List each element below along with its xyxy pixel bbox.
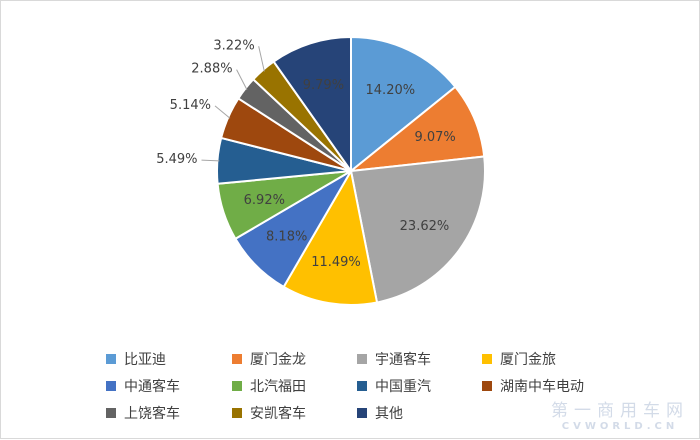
legend-label: 厦门金龙	[250, 351, 306, 368]
watermark-en: CVWORLD.CN	[561, 421, 679, 432]
data-label-sinotruk: 5.49%	[156, 152, 197, 167]
legend-label: 中国重汽	[375, 378, 431, 395]
legend-label: 上饶客车	[124, 405, 180, 422]
legend-label: 湖南中车电动	[500, 378, 584, 395]
legend-swatch	[232, 380, 242, 391]
data-label-yutong: 23.62%	[400, 219, 450, 234]
legend-item-shangrao: 上饶客车	[106, 403, 232, 423]
legend-item-xiamen-golden-dragon: 厦门金旅	[482, 349, 607, 369]
legend-item-hunan-crrc: 湖南中车电动	[482, 376, 607, 396]
legend-item-foton: 北汽福田	[232, 376, 357, 396]
data-label-xiamen-golden-dragon: 11.49%	[311, 255, 361, 270]
legend-label: 比亚迪	[124, 351, 166, 368]
data-label-others: 9.79%	[303, 78, 344, 93]
legend-item-byd: 比亚迪	[106, 349, 232, 369]
legend-swatch	[106, 407, 116, 418]
pie-data-labels: 14.20% 9.07% 23.62% 11.49% 8.18% 6.92% 5.49% 5.…	[156, 38, 456, 270]
legend-swatch	[106, 353, 116, 364]
data-label-shangrao: 2.88%	[191, 62, 232, 77]
watermark-logo: 第一商用车网 CVWORLD.CN	[551, 396, 689, 432]
data-label-byd: 14.20%	[366, 83, 416, 98]
pie-slice-others	[272, 35, 352, 175]
legend-label: 宇通客车	[375, 351, 431, 368]
legend-row: 上饶客车 安凯客车 其他	[106, 399, 646, 426]
legend-item-ankai: 安凯客车	[232, 403, 357, 423]
pie-slice-yutong	[349, 155, 486, 304]
pie-slice-xiamen-golden-dragon	[282, 168, 379, 306]
legend-swatch	[357, 407, 367, 418]
legend-swatch	[232, 407, 242, 418]
chart-legend: 比亚迪 厦门金龙 宇通客车 厦门金旅中通客车 北汽福田 中国重汽 湖南中车电动上饶客车 安凯客…	[106, 345, 646, 426]
legend-label: 厦门金旅	[500, 351, 556, 368]
leader-line-ankai	[258, 46, 265, 72]
legend-item-others: 其他	[357, 403, 482, 423]
legend-row: 比亚迪 厦门金龙 宇通客车 厦门金旅	[106, 345, 646, 372]
data-label-xiamen-king-long: 9.07%	[414, 130, 455, 145]
legend-row: 中通客车 北汽福田 中国重汽 湖南中车电动	[106, 372, 646, 399]
data-label-hunan-crrc: 5.14%	[170, 98, 211, 113]
legend-label: 北汽福田	[250, 378, 306, 395]
legend-swatch	[357, 380, 367, 391]
data-label-foton: 6.92%	[244, 193, 285, 208]
leader-line-shangrao	[236, 69, 248, 90]
legend-label: 其他	[375, 405, 403, 422]
legend-swatch	[482, 353, 492, 364]
legend-item-sinotruk: 中国重汽	[357, 376, 482, 396]
pie-slice-byd	[350, 35, 457, 174]
leader-line-sinotruk	[201, 159, 220, 162]
leader-line-hunan-crrc	[214, 105, 231, 119]
legend-label: 安凯客车	[250, 405, 306, 422]
legend-swatch	[357, 353, 367, 364]
legend-swatch	[232, 353, 242, 364]
data-label-ankai: 3.22%	[213, 38, 254, 53]
legend-label: 中通客车	[124, 378, 180, 395]
data-label-zhongtong: 8.18%	[266, 230, 307, 245]
pie-slices	[216, 35, 486, 306]
legend-item-yutong: 宇通客车	[357, 349, 482, 369]
watermark-cn: 第一商用车网	[551, 401, 689, 421]
leader-lines	[201, 46, 265, 162]
legend-swatch	[482, 380, 492, 391]
legend-item-zhongtong: 中通客车	[106, 376, 232, 396]
legend-item-xiamen-king-long: 厦门金龙	[232, 349, 357, 369]
legend-swatch	[106, 380, 116, 391]
